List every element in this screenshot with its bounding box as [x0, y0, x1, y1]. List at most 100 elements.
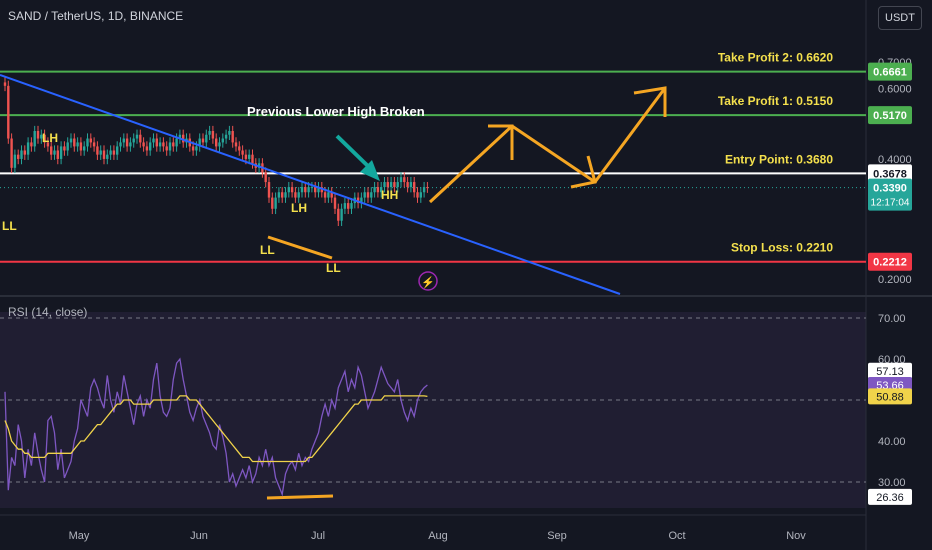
current-price-badge: [868, 178, 912, 211]
candle-body: [281, 192, 284, 198]
candle-body: [125, 138, 129, 147]
candle-body: [191, 146, 195, 151]
candle-body: [323, 192, 327, 198]
rsi-indicator-title[interactable]: RSI (14, close): [8, 305, 88, 319]
candle-body: [162, 142, 165, 147]
candle-body: [264, 172, 267, 183]
candle-body: [215, 138, 218, 147]
candle-body: [337, 208, 340, 221]
candle-body: [409, 182, 413, 188]
candle-body: [56, 150, 59, 159]
candle-body: [413, 182, 416, 193]
candle-body: [26, 142, 30, 155]
swing-label: LL: [260, 243, 275, 257]
candle-body: [205, 134, 208, 143]
candle-body: [386, 182, 389, 188]
rsi-tick-label: 30.00: [878, 477, 906, 489]
candle-body: [165, 146, 168, 151]
candle-body: [228, 131, 231, 135]
time-tick-label: Aug: [428, 530, 448, 542]
event-marker: [418, 271, 438, 291]
time-tick-label: May: [69, 530, 90, 542]
candle-body: [419, 192, 422, 198]
candle-body: [109, 150, 112, 155]
candle-body: [208, 131, 211, 135]
candle-body: [389, 182, 393, 188]
candle-body: [307, 187, 310, 193]
candle-body: [66, 142, 69, 151]
swing-label: LH: [42, 131, 58, 145]
candle-body: [211, 131, 215, 139]
callout-arrowhead: [360, 160, 380, 181]
candle-body: [304, 187, 307, 193]
candle-body: [218, 142, 221, 147]
candle-body: [343, 203, 347, 209]
candle-body: [284, 192, 287, 198]
candle-body: [363, 192, 366, 198]
candle-body: [234, 142, 238, 147]
rsi-badge-text: 57.13: [876, 366, 904, 378]
currency-selector[interactable]: USDT: [878, 6, 922, 30]
candle-body: [92, 142, 96, 147]
level-badge-text: 0.3678: [873, 168, 907, 180]
rsi-badge-text: 50.88: [876, 391, 904, 403]
candle-body: [168, 142, 172, 151]
candle-body: [360, 197, 363, 204]
candle-body: [241, 150, 244, 155]
time-tick-label: Sep: [547, 530, 567, 542]
candle-body: [195, 146, 198, 151]
rsi-tick-label: 40.00: [878, 436, 906, 448]
swing-label: LH: [291, 201, 307, 215]
candle-body: [317, 187, 320, 193]
candle-body: [76, 142, 79, 147]
candle-body: [53, 150, 56, 155]
candle-body: [383, 182, 386, 188]
candle-body: [267, 182, 271, 198]
candle-body: [399, 177, 403, 183]
candle-body: [366, 192, 370, 198]
callout-arrow: [335, 134, 374, 172]
candle-body: [139, 134, 142, 143]
projected-path: [428, 87, 667, 204]
candle-body: [403, 177, 406, 183]
candle-body: [251, 154, 254, 164]
price-axis: 0.70000.60000.40000.2000MayJunJulAugSepO…: [69, 57, 912, 542]
candle-body: [149, 142, 152, 151]
candle-body: [89, 138, 92, 143]
rsi-series: [0, 317, 866, 497]
candle-body: [271, 197, 274, 209]
candle-body: [102, 150, 106, 159]
candle-body: [380, 187, 383, 193]
candle-body: [376, 187, 380, 193]
candle-body: [106, 154, 109, 159]
headline-annotation: Previous Lower High Broken: [247, 104, 425, 119]
candle-body: [333, 197, 337, 209]
candle-body: [36, 131, 40, 139]
candle-body: [198, 138, 201, 147]
candle-body: [373, 187, 376, 193]
candle-body: [46, 142, 50, 147]
rsi-badge: [868, 362, 912, 379]
candle-body: [224, 134, 228, 139]
rsi-badge: [868, 488, 912, 505]
price-tick-label: 0.4000: [878, 154, 912, 166]
candle-body: [59, 146, 63, 159]
candle-body: [314, 187, 317, 193]
candle-body: [79, 142, 83, 151]
candle-body: [416, 192, 419, 198]
swing-label: LL: [326, 261, 341, 275]
candle-body: [290, 187, 294, 193]
candle-body: [23, 150, 26, 155]
level-badge-text: 0.6661: [873, 67, 907, 79]
candle-body: [172, 142, 175, 147]
candle-body: [145, 146, 149, 151]
candle-body: [370, 192, 373, 198]
time-tick-label: Nov: [786, 530, 806, 542]
arrowhead: [570, 155, 597, 189]
level-badge: [868, 164, 912, 183]
candle-body: [116, 146, 119, 155]
time-tick-label: Oct: [668, 530, 685, 542]
current-price-value: 0.3390: [873, 183, 907, 195]
candle-body: [175, 138, 178, 147]
